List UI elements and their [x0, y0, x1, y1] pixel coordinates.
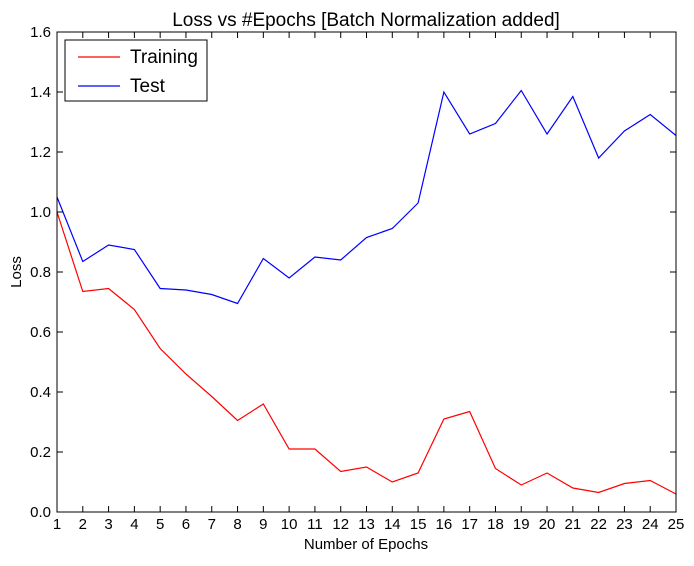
x-tick-label: 13	[358, 516, 375, 533]
y-tick-label: 1.2	[30, 144, 51, 161]
x-tick-label: 25	[668, 516, 685, 533]
x-tick-label: 18	[487, 516, 504, 533]
x-axis-label: Number of Epochs	[304, 536, 428, 553]
legend-label-test: Test	[130, 76, 166, 97]
y-tick-label: 0.8	[30, 264, 51, 281]
x-tick-label: 14	[384, 516, 401, 533]
plot-area-frame	[56, 31, 677, 513]
x-tick-label: 10	[281, 516, 298, 533]
x-tick-label: 3	[104, 516, 112, 533]
y-tick-label: 1.0	[30, 204, 51, 221]
series-lines	[56, 89, 677, 495]
y-tick-label: 0.0	[30, 504, 51, 521]
x-tick-label: 8	[233, 516, 241, 533]
x-tick-label: 24	[642, 516, 659, 533]
y-tick-label: 0.6	[30, 324, 51, 341]
x-tick-label: 16	[436, 516, 453, 533]
axis-ticks: 1 2 3 4 5 6 7 8 9 10 11 12 13 14 15 16 17 18 19 20 21 22 23 24 2…	[30, 24, 684, 533]
series-line-test	[56, 89, 677, 305]
series-line-training	[56, 211, 677, 495]
x-tick-label: 20	[539, 516, 556, 533]
x-tick-label: 7	[208, 516, 216, 533]
legend: Training Test	[64, 39, 208, 102]
x-tick-label: 15	[410, 516, 427, 533]
y-axis-label: Loss	[8, 256, 25, 288]
x-tick-label: 17	[461, 516, 478, 533]
y-tick-label: 0.2	[30, 444, 51, 461]
x-tick-label: 11	[307, 516, 323, 533]
x-tick-label: 19	[513, 516, 530, 533]
y-tick-label: 1.4	[30, 84, 51, 101]
x-tick-label: 6	[182, 516, 190, 533]
x-tick-label: 1	[53, 516, 61, 533]
x-tick-label: 12	[332, 516, 349, 533]
chart-title: Loss vs #Epochs [Batch Normalization add…	[172, 10, 560, 31]
legend-label-training: Training	[130, 47, 198, 68]
x-tick-label: 4	[130, 516, 138, 533]
x-tick-label: 22	[590, 516, 607, 533]
x-tick-label: 21	[564, 516, 581, 533]
legend-frame	[64, 39, 208, 102]
x-tick-label: 2	[79, 516, 87, 533]
x-tick-label: 23	[616, 516, 633, 533]
y-tick-label: 0.4	[30, 384, 51, 401]
x-tick-label: 9	[259, 516, 267, 533]
y-tick-label: 1.6	[30, 24, 51, 41]
x-tick-label: 5	[156, 516, 164, 533]
